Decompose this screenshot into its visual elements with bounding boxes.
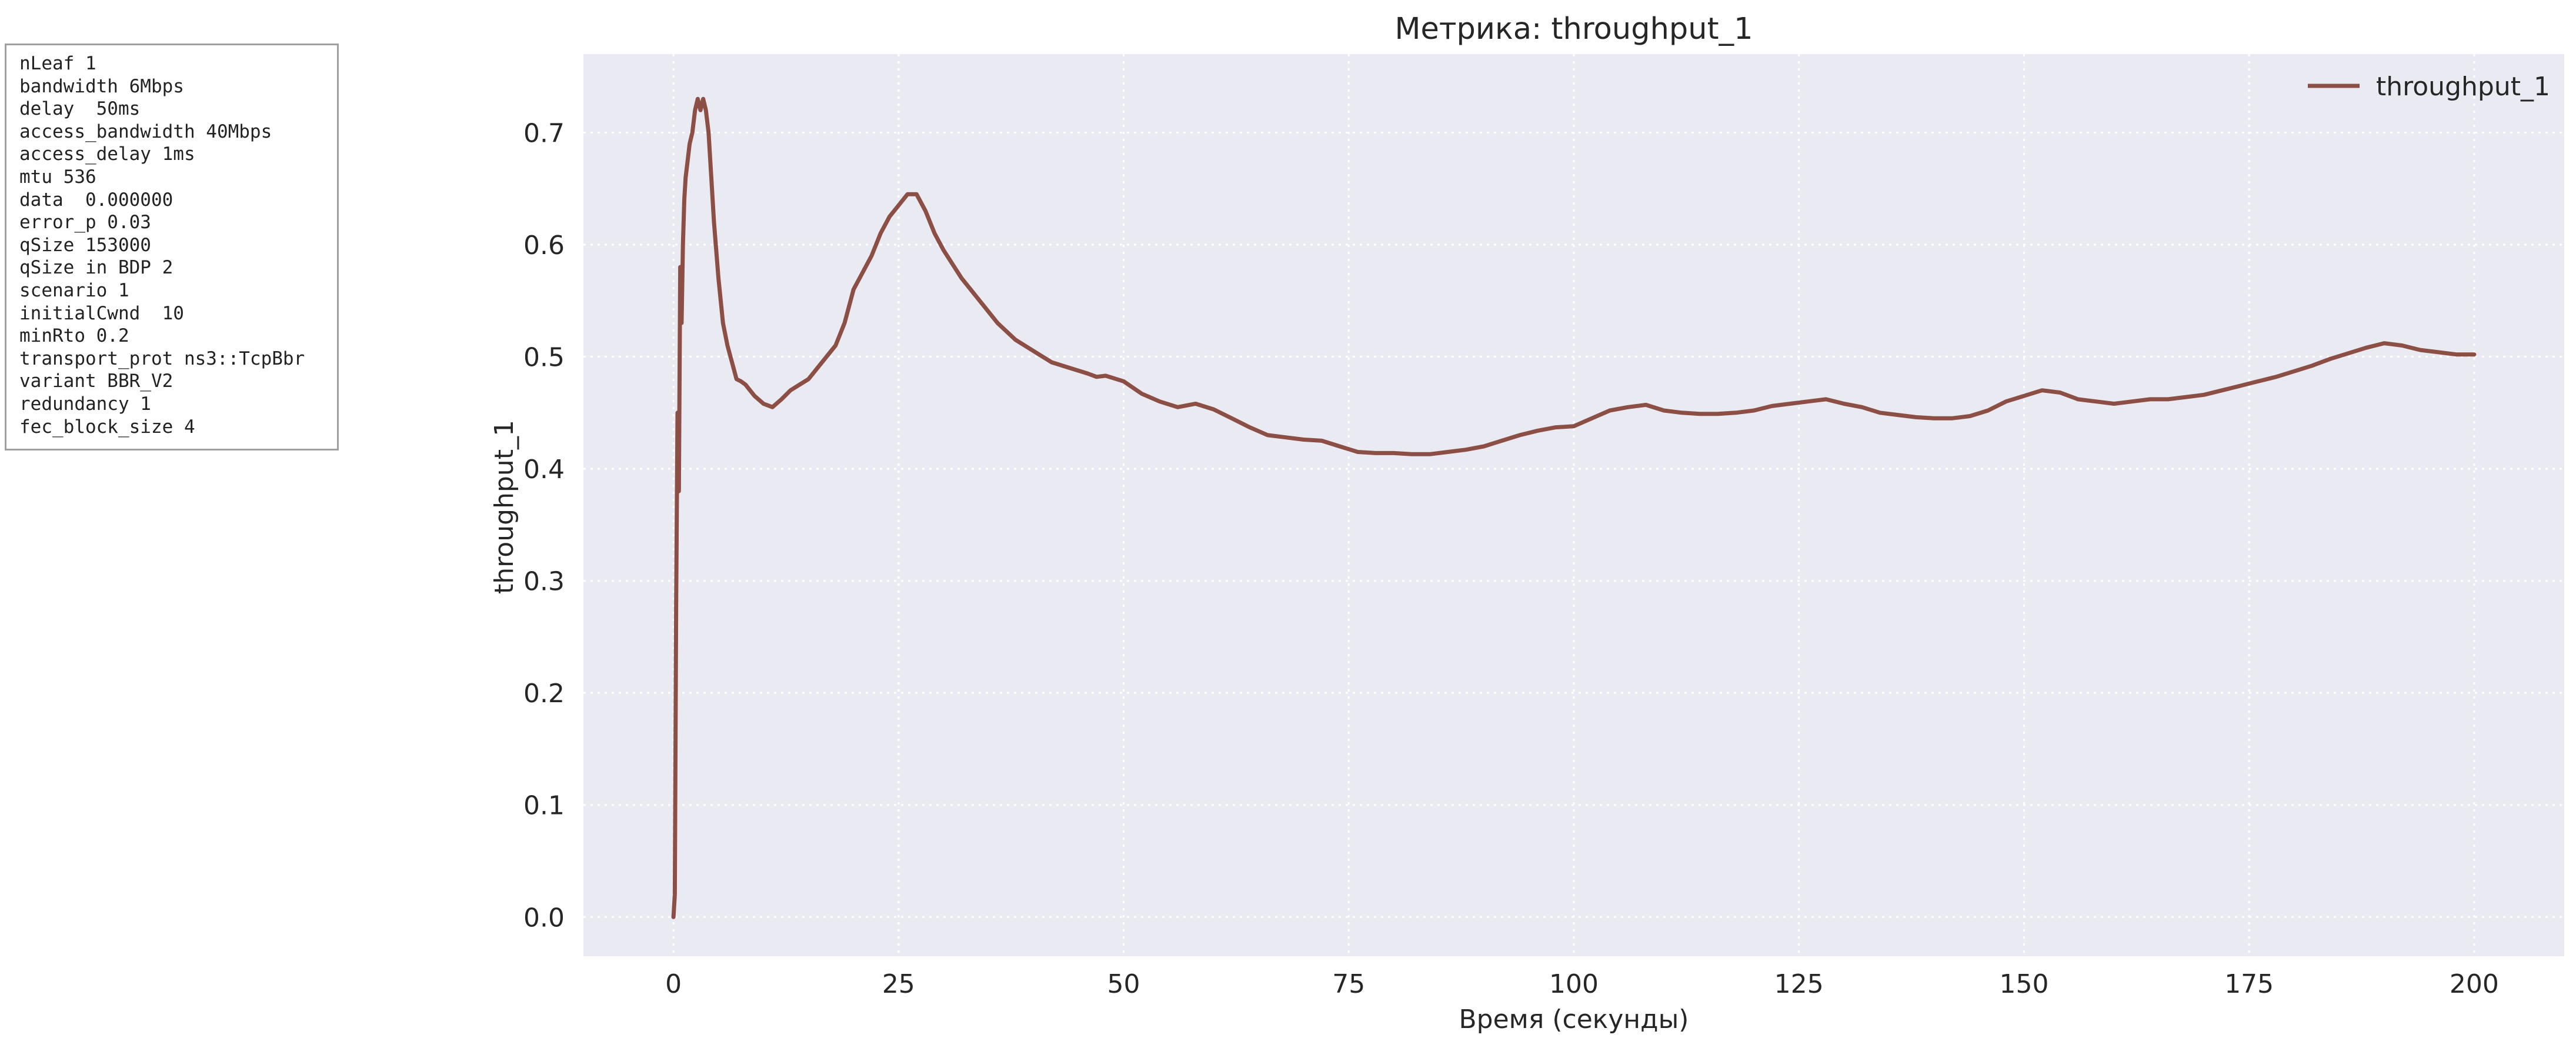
param-line: data 0.000000 <box>19 189 173 211</box>
param-line: fec_block_size 4 <box>19 416 195 438</box>
chart-title: Метрика: throughput_1 <box>1394 12 1753 46</box>
param-line: error_p 0.03 <box>19 212 151 233</box>
y-tick-label: 0.6 <box>523 231 565 261</box>
param-line: nLeaf 1 <box>19 53 96 74</box>
y-tick-label: 0.2 <box>523 679 565 709</box>
legend: throughput_1 <box>2308 72 2550 102</box>
param-line: redundancy 1 <box>19 393 151 415</box>
param-line: bandwidth 6Mbps <box>19 75 184 97</box>
y-axis-label: throughput_1 <box>489 420 519 594</box>
y-tick-label: 0.1 <box>523 791 565 821</box>
param-line: mtu 536 <box>19 166 96 188</box>
param-line: qSize in BDP 2 <box>19 257 173 279</box>
x-tick-label: 25 <box>882 969 915 999</box>
y-tick-labels: 0.0 0.1 0.2 0.3 0.4 0.5 0.6 0.7 <box>523 118 565 933</box>
y-tick-label: 0.7 <box>523 118 565 148</box>
param-line: delay 50ms <box>19 98 141 120</box>
param-line: access_bandwidth 40Mbps <box>19 121 272 142</box>
x-tick-label: 50 <box>1107 969 1140 999</box>
y-tick-label: 0.3 <box>523 567 565 597</box>
x-tick-label: 0 <box>665 969 682 999</box>
x-tick-label: 150 <box>1999 969 2048 999</box>
y-tick-label: 0.0 <box>523 903 565 933</box>
y-tick-label: 0.4 <box>523 455 565 485</box>
param-line: scenario 1 <box>19 279 129 301</box>
legend-label: throughput_1 <box>2376 72 2550 102</box>
grid <box>583 54 2564 956</box>
param-line: qSize 153000 <box>19 234 151 256</box>
x-tick-label: 175 <box>2224 969 2274 999</box>
param-line: initialCwnd 10 <box>19 302 184 324</box>
param-line: access_delay 1ms <box>19 143 195 165</box>
x-tick-label: 125 <box>1774 969 1824 999</box>
series-line-throughput-1 <box>671 96 2477 919</box>
y-tick-label: 0.5 <box>523 343 565 373</box>
x-tick-label: 100 <box>1549 969 1599 999</box>
x-axis-label: Время (секунды) <box>1459 1004 1689 1034</box>
parameters-box: nLeaf 1 bandwidth 6Mbps delay 50ms access_b… <box>5 44 339 450</box>
x-tick-label: 75 <box>1332 969 1365 999</box>
param-line: transport_prot ns3::TcpBbr <box>19 348 305 369</box>
x-tick-label: 200 <box>2450 969 2499 999</box>
param-line: minRto 0.2 <box>19 325 129 347</box>
x-tick-labels: 0 25 50 75 100 125 150 175 200 <box>665 969 2499 999</box>
param-line: variant BBR_V2 <box>19 371 173 392</box>
